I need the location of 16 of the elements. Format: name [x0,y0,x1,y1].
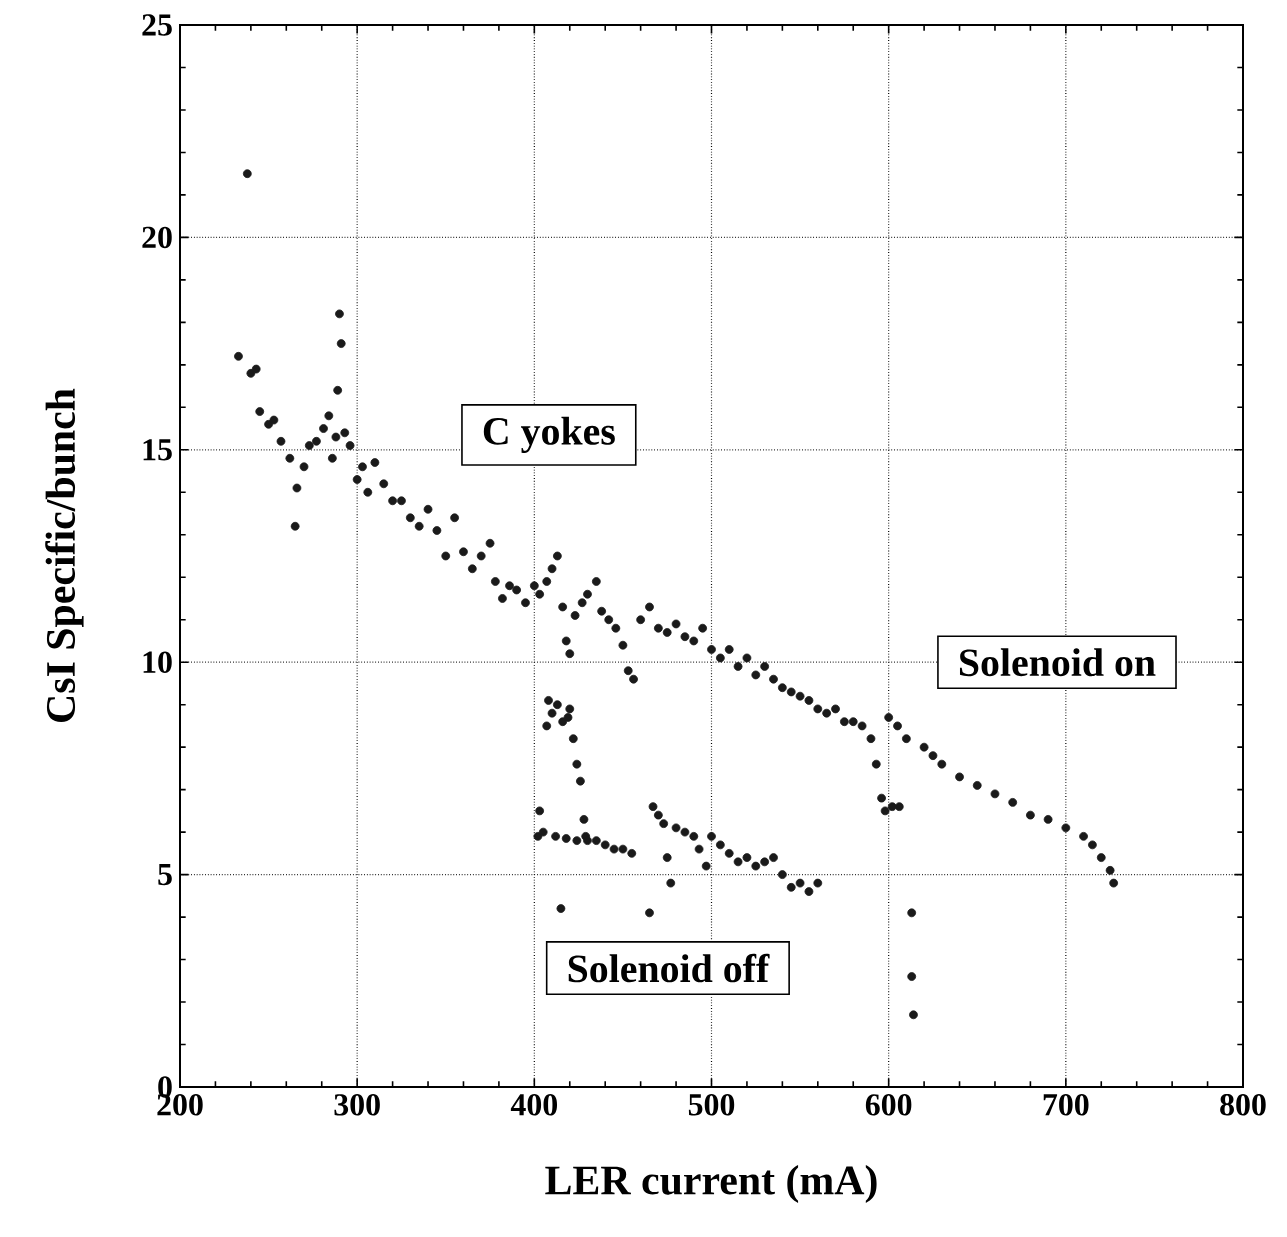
x-tick-label: 700 [1043,1094,1089,1116]
y-tick-label: 20 [142,226,172,249]
x-tick-label: 400 [510,1094,558,1116]
y-tick-label: 15 [143,439,172,461]
x-axis-title: LER current (mA) [545,1165,877,1204]
y-tick-label: 25 [142,14,172,36]
annotation: Solenoid on [959,648,1156,677]
y-tick-label: 10 [143,651,172,673]
x-tick-label: 600 [865,1094,912,1116]
y-axis-title: CsI Specific/bunch [45,388,84,722]
annotation: C yokes [483,416,615,454]
x-tick-label: 800 [1220,1094,1266,1116]
x-tick-label: 500 [688,1094,735,1116]
y-tick-label: 5 [158,864,172,886]
x-tick-label: 300 [334,1094,380,1116]
annotation: Solenoid off [568,953,770,983]
